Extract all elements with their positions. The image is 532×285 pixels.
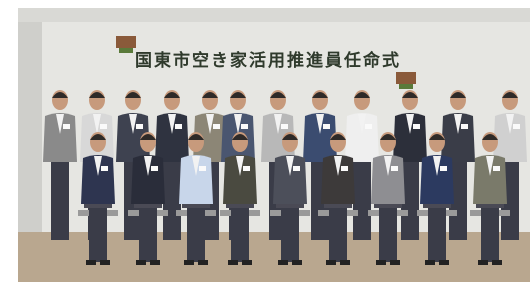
name-tag [136,124,143,129]
name-tag [213,124,220,129]
name-tag [493,166,500,171]
shoe [86,260,96,265]
shoe [136,260,146,265]
shoe [326,260,336,265]
shoe [278,260,288,265]
shoe [492,260,502,265]
shoe [198,260,208,265]
shoe [478,260,488,265]
doorway [18,8,42,238]
legs [51,150,69,240]
name-tag [175,124,182,129]
name-tag [341,166,348,171]
name-tag [243,166,250,171]
shoe [376,260,386,265]
shoe [228,260,238,265]
photo: 国東市空き家活用推進員任命式 [0,0,532,285]
legs [163,150,181,240]
page: 国東市空き家活用推進員任命式 (() => { const data = JSO… [0,0,532,285]
shoe [439,260,449,265]
name-tag [199,166,206,171]
shoe [340,260,350,265]
name-tag [101,166,108,171]
name-tag [323,124,330,129]
name-tag [100,124,107,129]
emblem [116,36,136,53]
name-tag [513,124,520,129]
name-tag [281,124,288,129]
emblem [396,72,416,89]
name-tag [293,166,300,171]
name-tag [413,124,420,129]
shoe [390,260,400,265]
name-tag [63,124,70,129]
name-tag [391,166,398,171]
legs [353,150,371,240]
shoe [292,260,302,265]
shoe [100,260,110,265]
shoe [425,260,435,265]
banner-text: 国東市空き家活用推進員任命式 [135,50,401,71]
name-tag [461,124,468,129]
ceiling [18,8,530,22]
name-tag [241,124,248,129]
shoe [150,260,160,265]
shoe [184,260,194,265]
name-tag [440,166,447,171]
shoe [242,260,252,265]
name-tag [151,166,158,171]
name-tag [365,124,372,129]
